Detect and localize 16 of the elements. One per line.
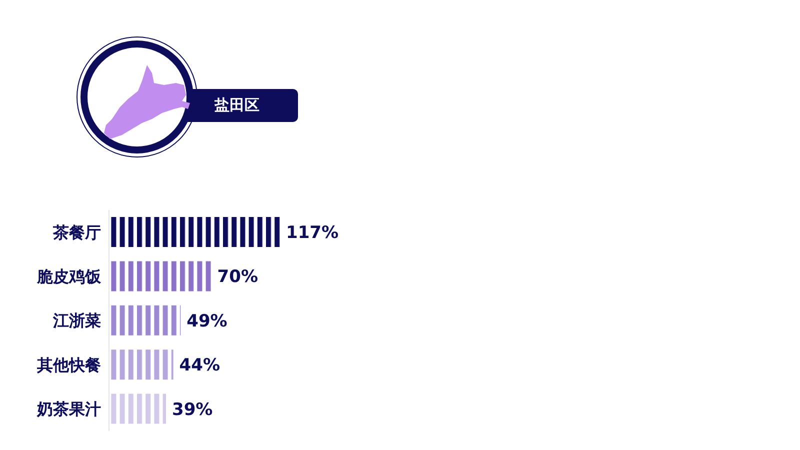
y-tick-label: 奶茶果汁 [36,400,101,419]
chart-title: 盐田区 [176,89,298,122]
data-label: 49% [186,311,228,332]
y-tick-label: 茶餐厅 [52,222,101,242]
bar [109,350,174,380]
bar [109,217,280,247]
data-label: 39% [172,400,213,420]
y-tick-label: 脆皮鸡饭 [36,266,102,286]
bar [109,305,181,336]
y-tick-label: 江浙菜 [52,311,101,330]
bar [109,261,212,292]
y-tick-label: 其他快餐 [36,355,101,374]
data-label: 70% [217,267,258,288]
data-label: 44% [179,356,220,376]
data-label: 117% [286,223,339,244]
bar [109,394,166,424]
